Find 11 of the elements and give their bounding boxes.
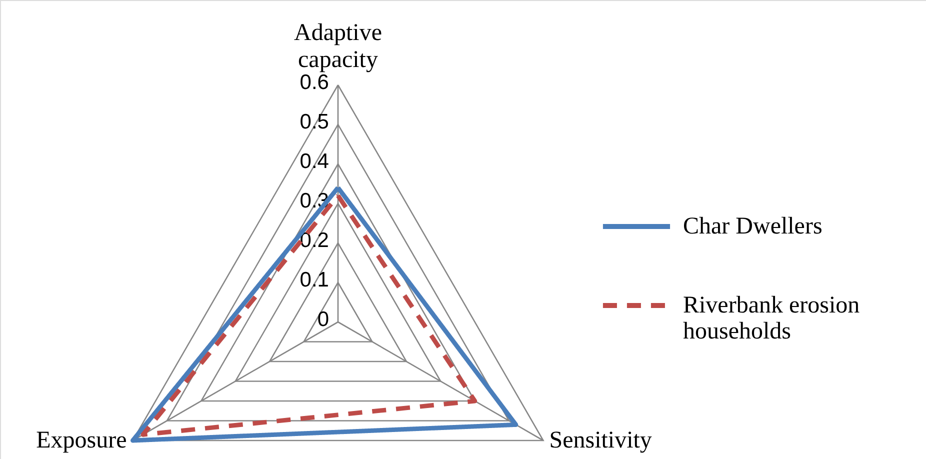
y-tick-label: 0.5 bbox=[300, 110, 329, 134]
spoke-label: Sensitivity bbox=[549, 428, 652, 454]
y-tick-label: 0.1 bbox=[300, 268, 329, 292]
legend-label: Riverbank erosion households bbox=[683, 292, 860, 344]
spoke-label: Adaptive capacity bbox=[294, 20, 382, 73]
y-tick-label: 0.2 bbox=[300, 229, 329, 252]
legend-label: Char Dwellers bbox=[683, 214, 822, 240]
y-tick-label: 0.4 bbox=[300, 150, 330, 173]
y-tick-label: 0.6 bbox=[300, 71, 329, 94]
spoke-label: Exposure bbox=[36, 428, 127, 454]
y-tick-label: 0 bbox=[317, 308, 329, 331]
